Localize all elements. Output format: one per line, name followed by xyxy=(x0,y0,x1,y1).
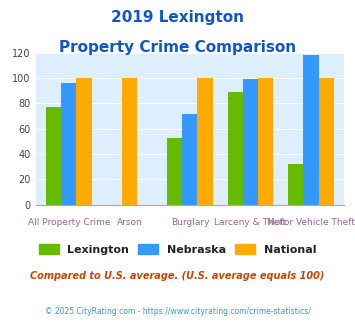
Text: 2019 Lexington: 2019 Lexington xyxy=(111,10,244,25)
Text: All Property Crime: All Property Crime xyxy=(28,218,110,227)
Text: © 2025 CityRating.com - https://www.cityrating.com/crime-statistics/: © 2025 CityRating.com - https://www.city… xyxy=(45,307,310,316)
Bar xyxy=(197,78,213,205)
Legend: Lexington, Nebraska, National: Lexington, Nebraska, National xyxy=(34,240,321,259)
Bar xyxy=(122,78,137,205)
Bar xyxy=(319,78,334,205)
Bar xyxy=(228,92,243,205)
Bar xyxy=(258,78,273,205)
Text: Compared to U.S. average. (U.S. average equals 100): Compared to U.S. average. (U.S. average … xyxy=(30,271,325,280)
Bar xyxy=(288,164,304,205)
Bar xyxy=(167,138,182,205)
Bar xyxy=(76,78,92,205)
Text: Larceny & Theft: Larceny & Theft xyxy=(214,218,286,227)
Bar xyxy=(61,83,76,205)
Text: Burglary: Burglary xyxy=(171,218,209,227)
Bar xyxy=(46,107,61,205)
Bar xyxy=(182,114,197,205)
Bar xyxy=(304,55,319,205)
Text: Arson: Arson xyxy=(116,218,142,227)
Text: Property Crime Comparison: Property Crime Comparison xyxy=(59,40,296,54)
Text: Motor Vehicle Theft: Motor Vehicle Theft xyxy=(267,218,355,227)
Bar xyxy=(243,79,258,205)
